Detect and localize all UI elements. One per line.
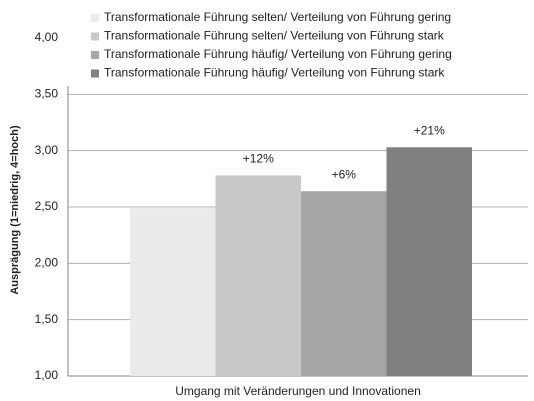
legend-label: Transformationale Führung selten/ Vertei… <box>104 29 445 43</box>
bar <box>301 191 387 376</box>
legend-background <box>66 4 532 86</box>
x-tick-label: Umgang mit Veränderungen und Innovatione… <box>175 384 421 398</box>
legend-label: Transformationale Führung selten/ Vertei… <box>104 10 451 24</box>
y-tick-label: 3,50 <box>35 87 59 101</box>
y-tick-label: 1,50 <box>35 312 59 326</box>
y-tick-label: 2,50 <box>35 199 59 213</box>
bar <box>386 147 472 376</box>
bar <box>130 208 216 376</box>
legend-swatch <box>91 69 99 78</box>
legend-swatch <box>91 51 99 59</box>
y-tick-label: 3,00 <box>35 143 59 157</box>
y-tick-label: 4,00 <box>35 30 59 44</box>
bar-annotation: +21% <box>414 123 445 137</box>
bar-annotation: +6% <box>332 167 357 181</box>
legend-label: Transformationale Führung häufig/ Vertei… <box>104 66 445 80</box>
legend-label: Transformationale Führung häufig/ Vertei… <box>104 47 452 61</box>
y-tick-label: 1,00 <box>35 368 59 382</box>
bar <box>215 175 301 376</box>
legend-swatch <box>91 32 99 41</box>
y-tick-label: 2,00 <box>35 256 59 270</box>
y-axis-title: Ausprägung (1=niedrig, 4=hoch) <box>9 125 21 295</box>
legend-swatch <box>91 14 99 22</box>
bar-annotation: +12% <box>243 152 274 166</box>
